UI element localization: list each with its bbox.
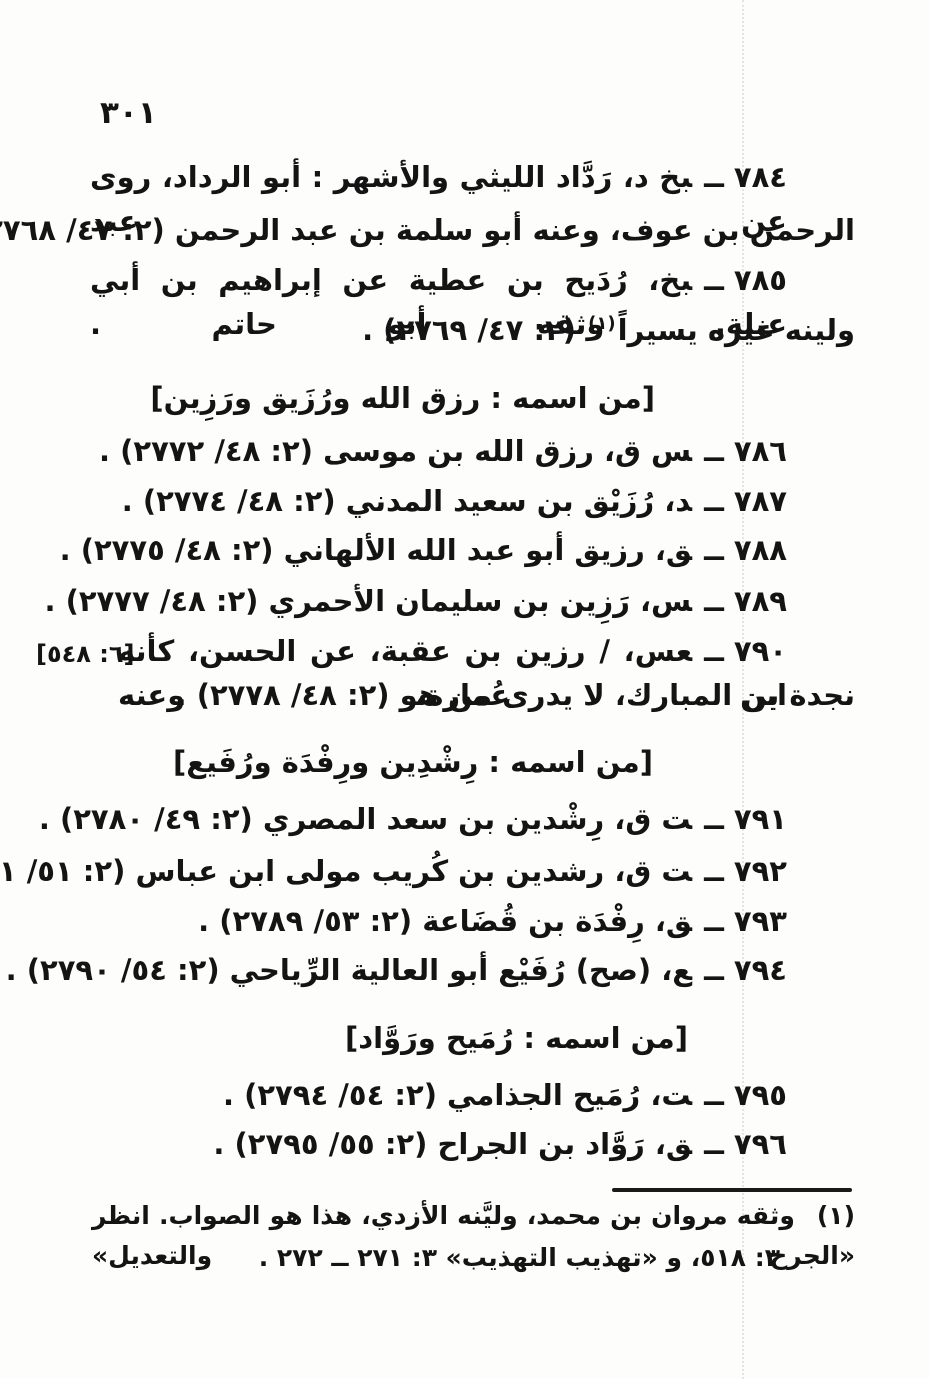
entry-dash: ــ [704,1127,724,1161]
entry-number: ٧٨٨ [733,533,787,567]
margin-volume-page-ref: [٦: ٥٤٨] [36,640,135,668]
entry-number: ٧٩٤ [733,953,787,987]
entry-dash: ــ [704,263,724,297]
entry-dash: ــ [704,904,724,938]
entry-dash: ــ [704,1078,724,1112]
entry-785-line-2: ولينه غيره يسيراً(١) (٢: ٤٧/ ٢٧٦٩) . [362,308,855,352]
entry-dash: ــ [704,953,724,987]
entry-dash: ــ [704,533,724,567]
entry-dash: ــ [704,802,724,836]
entry-784-line-1: ٧٨٤ ــبخ د، رَدَّاد الليثي والأشهر : أبو … [90,155,787,243]
entry-dash: ــ [704,584,724,618]
section-header-rumayh: [من اسمه : رُمَيح ورَوَّاد] [345,1021,688,1055]
entry-text: بخ، رُدَيح بن عطية عن إبراهيم بن أبي عبل… [90,263,787,341]
entry-text: ع، (صح) رُفَيْع أبو العالية الرِّياحي (٢… [5,953,693,987]
footnote-reference-mark: (١) [588,313,616,335]
section-header-rizq: [من اسمه : رزق الله ورُزَيق ورَزِين] [150,381,655,415]
footnote-marker: (١) [816,1201,855,1230]
entry-text: ق، رِفْدَة بن قُضَاعة (٢: ٥٣/ ٢٧٨٩) . [198,904,693,938]
footnote-line-2: ٣: ٥١٨، و «تهذيب التهذيب» ٣: ٢٧١ ــ ٢٧٢ … [259,1238,780,1278]
entry-text: عس، / رزين بن عقبة، عن الحسن، كأنه ابن ع… [118,634,787,712]
entry-text: س ق، رزق الله بن موسى (٢: ٤٨/ ٢٧٧٢) . [99,434,693,468]
page-number: ٣٠١ [100,95,157,131]
entry-text: بخ د، رَدَّاد الليثي والأشهر : أبو الردا… [90,160,787,238]
footnote-text: ٣: ٥١٨، و «تهذيب التهذيب» ٣: ٢٧١ ــ ٢٧٢ … [258,1243,780,1272]
entry-number: ٧٩٣ [733,904,787,938]
entry-dash: ــ [704,854,724,888]
entry-790-line-1: ٧٩٠ ــعس، / رزين بن عقبة، عن الحسن، كأنه … [118,629,787,717]
entry-787: ٧٨٧ ــ د، رُزَيْق بن سعيد المدني (٢: ٤٨/ ٢… [122,479,787,523]
entry-793: ٧٩٣ ــ ق، رِفْدَة بن قُضَاعة (٢: ٥٣/ ٢٧٨٩)… [198,899,787,943]
entry-number: ٧٨٩ [733,584,787,618]
entry-text: ق، رزيق أبو عبد الله الألهاني (٢: ٤٨/ ٢٧… [59,533,693,567]
entry-number: ٧٩٥ [733,1078,787,1112]
footnote-line-1: (١)وثقه مروان بن محمد، وليَّنه الأزدي، ه… [92,1196,855,1276]
entry-text: ت ق، رشدين بن كُريب مولى ابن عباس (٢: ٥١… [0,854,693,888]
entry-784-line-2: الرحمن بن عوف، وعنه أبو سلمة بن عبد الرح… [0,208,855,252]
entry-789: ٧٨٩ ــ س، رَزِين بن سليمان الأحمري (٢: ٤٨/… [44,579,787,623]
entry-number: ٧٩٠ [733,634,787,668]
entry-text: نجدة بن المبارك، لا يدرى من هو (٢: ٤٨/ ٢… [175,678,855,712]
entry-791: ٧٩١ ــ ت ق، رِشْدين بن سعد المصري (٢: ٤٩/ … [39,797,787,841]
entry-number: ٧٨٥ [733,263,787,297]
entry-dash: ــ [704,634,724,668]
entry-text: س، رَزِين بن سليمان الأحمري (٢: ٤٨/ ٢٧٧٧… [44,584,693,618]
entry-number: ٧٩١ [733,802,787,836]
entry-number: ٧٨٤ [733,160,787,194]
entry-number: ٧٨٦ [733,434,787,468]
entry-text: ق، رَوَّاد بن الجراح (٢: ٥٥/ ٢٧٩٥) . [213,1127,693,1161]
entry-text: ولينه غيره يسيراً [617,313,855,347]
entry-text: ت ق، رِشْدين بن سعد المصري (٢: ٤٩/ ٢٧٨٠)… [38,802,693,836]
footnote-text: وثقه مروان بن محمد، وليَّنه الأزدي، هذا … [92,1201,855,1270]
entry-794: ٧٩٤ ــ ع، (صح) رُفَيْع أبو العالية الرِّيا… [6,948,787,992]
entry-795: ٧٩٥ ــ ت، رُمَيح الجذامي (٢: ٥٤/ ٢٧٩٤) . [223,1073,787,1117]
entry-dash: ــ [704,484,724,518]
entry-792: ٧٩٢ ــ ت ق، رشدين بن كُريب مولى ابن عباس (… [0,849,787,893]
footnote-separator-rule [612,1188,852,1192]
entry-790-line-2: نجدة بن المبارك، لا يدرى من هو (٢: ٤٨/ ٢… [176,673,855,717]
entry-text: ت، رُمَيح الجذامي (٢: ٥٤/ ٢٧٩٤) . [222,1078,693,1112]
entry-796: ٧٩٦ ــ ق، رَوَّاد بن الجراح (٢: ٥٥/ ٢٧٩٥) … [213,1122,787,1166]
entry-785-line-1: ٧٨٥ ــبخ، رُدَيح بن عطية عن إبراهيم بن أب… [90,258,787,346]
section-header-rishdin: [من اسمه : رِشْدِين ورِفْدَة ورُفَيع] [172,745,653,779]
entry-dash: ــ [704,434,724,468]
entry-number: ٧٩٦ [733,1127,787,1161]
entry-number: ٧٩٢ [733,854,787,888]
entry-text: د، رُزَيْق بن سعيد المدني (٢: ٤٨/ ٢٧٧٤) … [121,484,693,518]
entry-text: الرحمن بن عوف، وعنه أبو سلمة بن عبد الرح… [0,213,855,247]
scan-artifact-gutter-line [742,0,744,1379]
entry-786: ٧٨٦ ــ س ق، رزق الله بن موسى (٢: ٤٨/ ٢٧٧٢)… [99,429,787,473]
entry-788: ٧٨٨ ــ ق، رزيق أبو عبد الله الألهاني (٢: ٤… [60,528,787,572]
entry-text: (٢: ٤٧/ ٢٧٦٩) . [362,313,587,347]
entry-number: ٧٨٧ [733,484,787,518]
entry-dash: ــ [704,160,724,194]
